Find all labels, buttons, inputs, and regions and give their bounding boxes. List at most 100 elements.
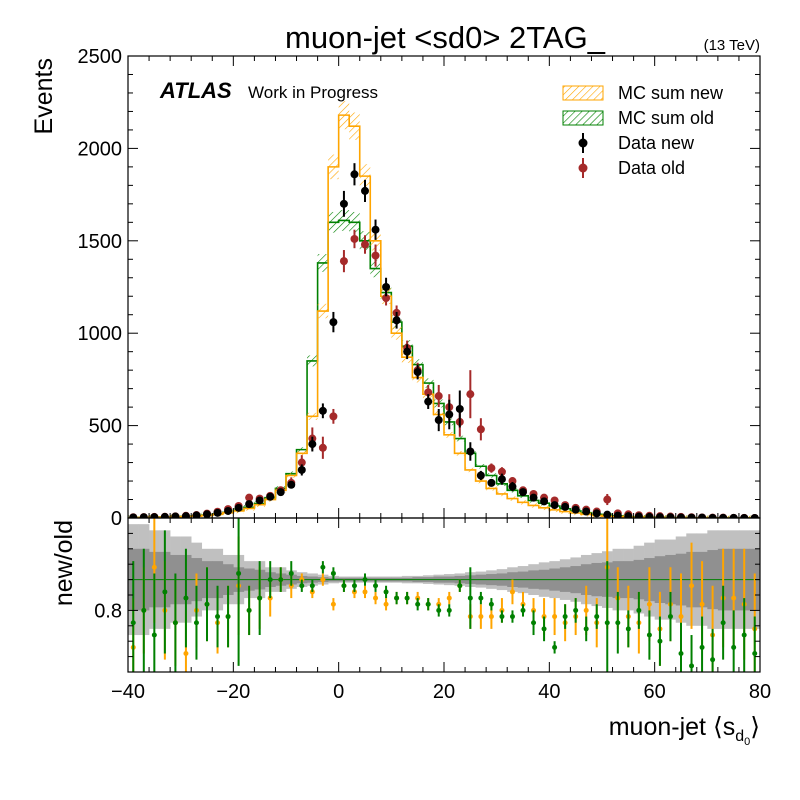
x-axis-label-subsub: 0: [744, 736, 750, 748]
y-tick-label-top: 1000: [78, 323, 123, 345]
data-new-point: [224, 506, 233, 515]
y-tick-label-top: 2500: [78, 46, 123, 68]
data-new-point: [339, 199, 348, 208]
ratio-old-point: [341, 583, 347, 589]
ratio-old-point: [667, 614, 673, 620]
ratio-new-point: [583, 607, 589, 613]
ratio-old-point: [404, 595, 410, 601]
ratio-old-point: [710, 657, 716, 663]
data-old-point: [339, 257, 348, 266]
ratio-old-point: [604, 620, 610, 626]
ratio-new-point: [320, 577, 326, 583]
data-new-point: [582, 507, 591, 516]
ratio-new-point: [509, 589, 515, 595]
data-new-point: [592, 509, 601, 518]
ratio-old-point: [383, 589, 389, 595]
legend-data-new-marker: [578, 138, 588, 148]
chart-title: muon-jet <sd0> 2TAG_: [285, 20, 606, 55]
ratio-new-point: [488, 614, 494, 620]
ratio-old-point: [183, 595, 189, 601]
ratio-old-point: [425, 601, 431, 607]
data-new-point: [266, 492, 275, 501]
ratio-new-point: [446, 595, 452, 601]
ratio-old-point: [299, 583, 305, 589]
data-new-point: [192, 511, 201, 518]
ratio-old-point: [573, 607, 579, 613]
ratio-old-point: [499, 614, 505, 620]
data-new-point: [666, 513, 675, 518]
data-old-point: [245, 493, 254, 502]
mc-new-line: [128, 114, 760, 518]
ratio-old-point: [151, 632, 157, 638]
data-new-point: [634, 512, 643, 518]
x-axis-label-bracket-open: ⟨: [713, 713, 723, 741]
ratio-old-point: [236, 570, 242, 576]
data-new-point: [203, 510, 211, 518]
y-tick-label-top: 2000: [78, 138, 123, 160]
axes: −40 −20 0 20 40 60 80 0 500 1000 1500 2000 2500 0.8: [78, 46, 772, 703]
ratio-old-point: [330, 570, 336, 576]
data-new-point: [361, 186, 369, 195]
data-new-point: [382, 283, 391, 291]
data-new-point: [540, 497, 549, 506]
data-new-point: [445, 410, 454, 419]
x-tick-label: 0: [333, 681, 344, 703]
x-axis-label-main: s: [723, 713, 736, 741]
data-old-point: [603, 495, 612, 504]
ratio-old-point: [689, 663, 695, 669]
data-old-point: [382, 294, 391, 303]
data-new-point: [719, 513, 728, 518]
ratio-new-point: [151, 564, 157, 570]
ratio-old-point: [204, 601, 210, 607]
y-tick-label-top: 1500: [78, 231, 123, 253]
data-new-point: [255, 496, 264, 505]
data-new-point: [708, 513, 717, 518]
ratio-old-point: [267, 577, 273, 583]
data-old-point: [350, 234, 359, 243]
x-axis-label-sub: d: [735, 728, 744, 745]
ratio-old-point: [257, 595, 263, 601]
data-new-point: [750, 514, 759, 518]
atlas-sublabel: Work in Progress: [248, 83, 378, 102]
ratio-new-point: [689, 583, 695, 589]
ratio-old-point: [415, 601, 421, 607]
ratio-old-point: [541, 626, 547, 632]
ratio-old-point: [215, 614, 221, 620]
ratio-new-point: [383, 601, 389, 607]
ratio-old-point: [636, 607, 642, 613]
data-new-point: [403, 347, 412, 356]
data-new-point: [297, 465, 306, 474]
ratio-old-point: [646, 632, 652, 638]
data-old-point: [318, 443, 327, 452]
data-new-point: [645, 512, 654, 518]
data-new-point: [487, 478, 496, 487]
ratio-old-point: [246, 607, 252, 613]
ratio-new-point: [373, 595, 379, 601]
data-new-point: [129, 513, 138, 518]
legend-data-old-label: Data old: [618, 158, 685, 178]
ratio-old-point: [731, 644, 737, 650]
data-old-point: [497, 467, 506, 476]
data-points: [129, 163, 759, 518]
data-new-point: [740, 514, 749, 518]
ratio-old-point: [615, 620, 621, 626]
y-tick-label-bottom: 0.8: [94, 600, 122, 622]
data-old-point: [487, 464, 496, 473]
ratio-old-point: [373, 583, 379, 589]
ratio-old-point: [509, 614, 515, 620]
mc-old-line: [128, 219, 760, 518]
data-new-point: [434, 416, 443, 425]
data-new-point: [603, 510, 612, 518]
ratio-old-point: [193, 620, 199, 626]
legend-data-old-marker: [578, 163, 588, 173]
ratio-panel: [128, 518, 760, 672]
ratio-old-point: [130, 620, 136, 626]
ratio-new-point: [362, 589, 368, 595]
data-new-point: [624, 512, 633, 518]
ratio-old-point: [225, 614, 231, 620]
data-old-point: [508, 477, 517, 486]
data-new-point: [160, 512, 169, 518]
data-new-point: [413, 368, 422, 377]
ratio-old-point: [351, 583, 357, 589]
